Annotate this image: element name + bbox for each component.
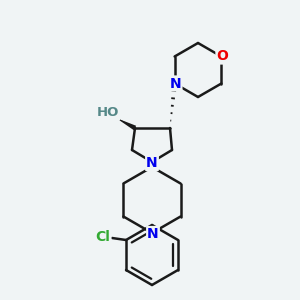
Text: O: O [216,50,228,64]
Text: Cl: Cl [96,230,110,244]
Polygon shape [118,119,136,130]
Text: N: N [170,76,182,91]
Text: HO: HO [97,106,119,119]
Polygon shape [113,116,135,128]
Text: N: N [146,156,158,170]
Text: N: N [147,227,159,241]
